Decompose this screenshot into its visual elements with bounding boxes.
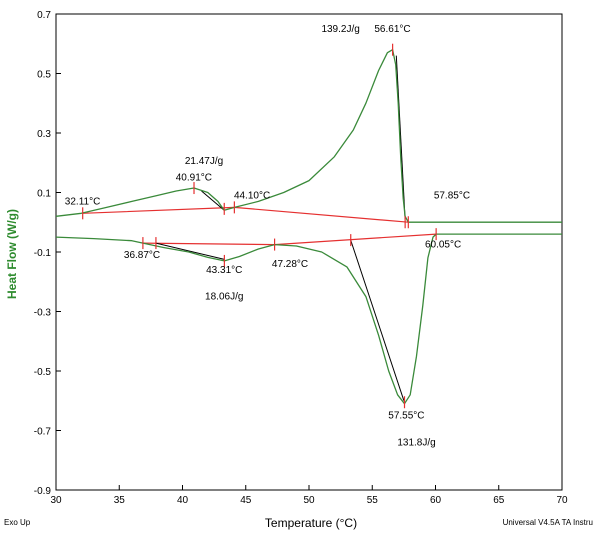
annotation-label: 21.47J/g: [185, 156, 223, 167]
annotation-label: 43.31°C: [206, 265, 242, 276]
y-tick-label: 0.3: [37, 129, 51, 140]
x-tick-label: 35: [114, 495, 126, 506]
tangent-lines: [155, 55, 406, 401]
x-tick-label: 55: [367, 495, 379, 506]
software-version-note: Universal V4.5A TA Instru: [503, 518, 593, 527]
peak-markers: [82, 43, 437, 409]
x-tick-label: 70: [556, 495, 568, 506]
y-tick-label: -0.1: [34, 248, 52, 259]
tangent-line: [201, 190, 225, 211]
y-tick-label: -0.9: [34, 486, 52, 497]
heat-flow-curves: [55, 49, 562, 405]
annotation-label: 60.05°C: [425, 240, 461, 251]
tangent-line: [395, 55, 406, 220]
y-tick-label: 0.7: [37, 10, 51, 21]
integration-baseline: [142, 233, 437, 246]
exo-up-note: Exo Up: [4, 518, 31, 527]
y-tick-label: -0.7: [34, 427, 52, 438]
x-tick-label: 40: [177, 495, 189, 506]
annotation-label: 139.2J/g: [321, 24, 359, 35]
y-tick-label: 0.1: [37, 189, 51, 200]
y-tick-label: 0.5: [37, 70, 51, 81]
y-axis-title: Heat Flow (W/g): [5, 209, 19, 299]
x-tick-label: 65: [493, 495, 505, 506]
x-axis-title: Temperature (°C): [265, 516, 357, 530]
annotation-label: 44.10°C: [234, 190, 270, 201]
tangent-line: [350, 239, 405, 401]
annotations: 32.11°C 21.47J/g 40.91°C 44.10°C 139.2J/g 56.…: [65, 24, 470, 449]
heating-curve: [55, 49, 562, 223]
x-tick-label: 50: [303, 495, 315, 506]
x-tick-label: 60: [430, 495, 442, 506]
x-tick-label: 45: [240, 495, 252, 506]
y-tick-label: -0.3: [34, 308, 52, 319]
annotation-label: 32.11°C: [65, 196, 101, 207]
ticks: 30 35 40 45 50 55 60 65 70 0.7 0.5 0.3 0.1 -0.1 -0.3 -0…: [34, 10, 568, 506]
annotation-label: 40.91°C: [176, 173, 212, 184]
annotation-label: 131.8J/g: [397, 437, 435, 448]
annotation-label: 57.55°C: [388, 411, 424, 422]
annotation-label: 18.06J/g: [205, 292, 243, 303]
annotation-label: 57.85°C: [434, 190, 470, 201]
x-tick-label: 30: [50, 495, 62, 506]
annotation-label: 56.61°C: [374, 24, 410, 35]
annotation-label: 47.28°C: [272, 259, 308, 270]
y-tick-label: -0.5: [34, 367, 52, 378]
cooling-curve: [55, 233, 562, 405]
annotation-label: 36.87°C: [124, 250, 160, 261]
baselines: [82, 206, 437, 246]
tangent-line: [155, 242, 225, 260]
integration-baseline: [82, 206, 409, 223]
